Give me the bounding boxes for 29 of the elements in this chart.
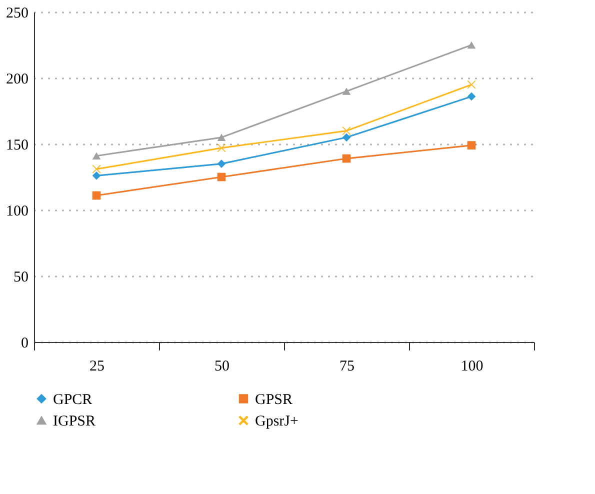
- point: [92, 152, 101, 160]
- point: [467, 141, 476, 150]
- point: [342, 88, 351, 95]
- point: [92, 191, 101, 200]
- y-tick-label: 200: [6, 72, 28, 88]
- legend-label: IGPSR: [53, 414, 96, 430]
- point: [92, 164, 101, 174]
- y-tick-label: 250: [6, 6, 28, 22]
- x-tick-label: 50: [214, 358, 230, 374]
- x-tick-label: 100: [460, 358, 484, 374]
- legend-label: GPCR: [53, 392, 92, 408]
- y-tick-label: 0: [21, 336, 28, 352]
- point: [217, 134, 226, 142]
- point: [467, 41, 476, 49]
- point: [342, 154, 351, 163]
- point: [92, 171, 101, 180]
- point: [217, 172, 226, 182]
- point: [217, 160, 226, 168]
- legend-label: GPSR: [255, 392, 293, 408]
- point: [342, 133, 351, 142]
- y-tick-label: 100: [6, 204, 28, 220]
- point: [217, 144, 226, 152]
- x-tick-label: 75: [340, 358, 354, 374]
- point: [467, 80, 476, 89]
- point: [467, 92, 476, 101]
- y-tick-label: 50: [14, 270, 28, 286]
- x-tick-label: 25: [90, 358, 104, 374]
- legend-label: GpsrJ+: [255, 414, 298, 430]
- y-tick-label: 150: [6, 138, 28, 154]
